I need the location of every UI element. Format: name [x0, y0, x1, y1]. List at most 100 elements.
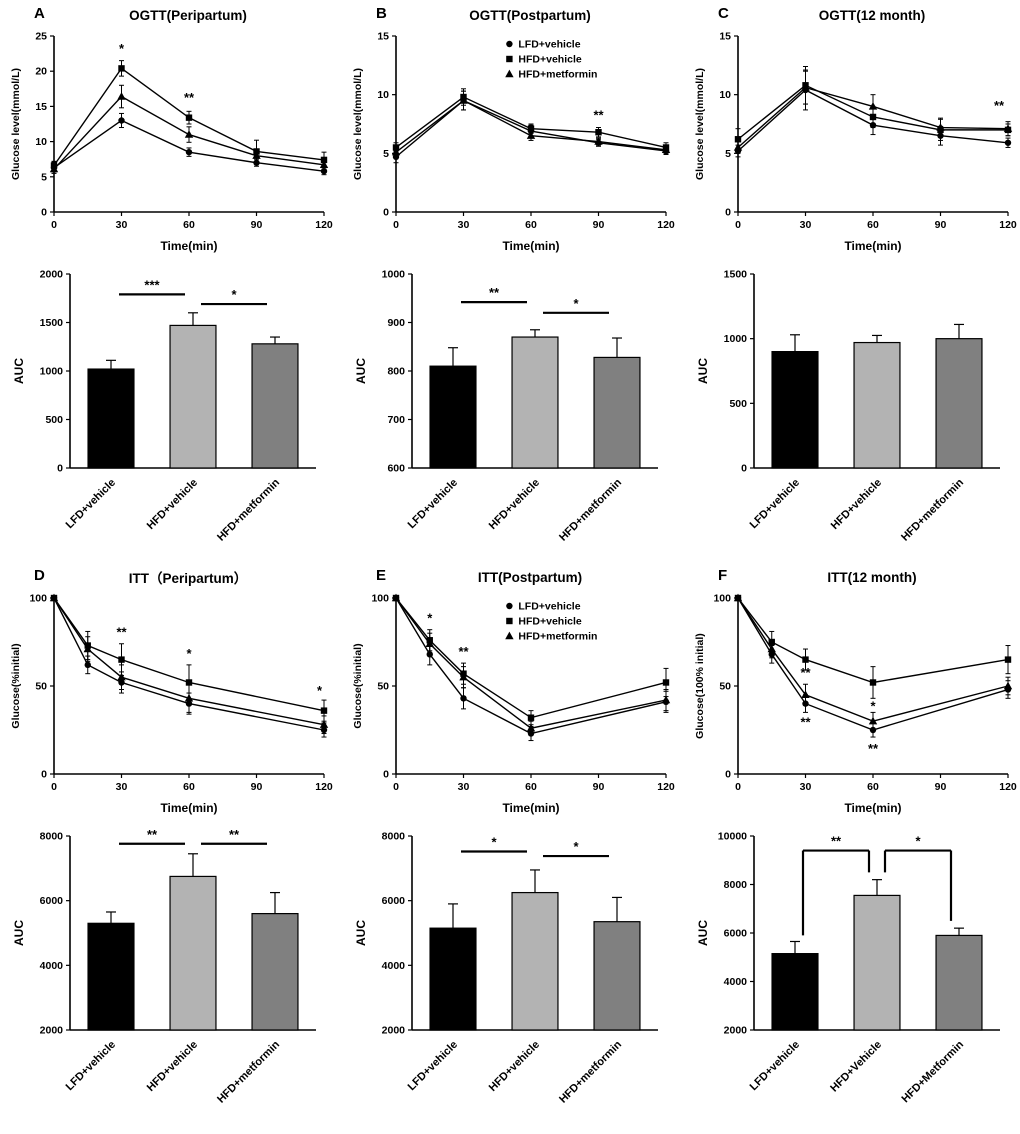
svg-text:*: * [231, 287, 237, 302]
svg-text:30: 30 [116, 781, 128, 793]
svg-text:Glucose(100% initial): Glucose(100% initial) [694, 633, 706, 739]
svg-text:60: 60 [183, 219, 195, 231]
panel-f: F ITT(12 month) 0 30 60 90 120 0 50 100 Time(min… [692, 566, 1020, 1126]
panel-e: E ITT(Postpartum) 0 30 60 90 120 0 50 100 Time(m… [350, 566, 684, 1126]
svg-text:2000: 2000 [40, 269, 64, 281]
svg-text:60: 60 [183, 781, 195, 793]
svg-text:**: ** [593, 107, 604, 122]
svg-text:0: 0 [41, 207, 47, 219]
svg-text:LFD+vehicle: LFD+vehicle [406, 477, 461, 532]
svg-text:30: 30 [800, 781, 812, 793]
panel-a-header: A OGTT(Peripartum) [8, 4, 342, 26]
svg-text:AUC: AUC [12, 920, 26, 946]
line-chart-itt-12month: 0 30 60 90 120 0 50 100 Time(min) Glucose(100% in… [694, 593, 1017, 816]
svg-text:LFD+vehicle: LFD+vehicle [748, 1039, 803, 1094]
svg-text:2000: 2000 [724, 1025, 748, 1037]
svg-text:1500: 1500 [40, 317, 64, 329]
svg-text:HFD+vehicle: HFD+vehicle [518, 54, 581, 66]
svg-text:0: 0 [41, 769, 47, 781]
svg-text:Glucose level(mmol/L): Glucose level(mmol/L) [352, 68, 364, 180]
svg-text:HFD+metformin: HFD+metformin [215, 476, 282, 543]
svg-text:**: ** [147, 827, 158, 842]
svg-text:**: ** [994, 98, 1005, 113]
panel-e-title: ITT(Postpartum) [477, 569, 583, 585]
svg-text:0: 0 [393, 219, 399, 231]
svg-text:10000: 10000 [718, 831, 747, 843]
svg-text:50: 50 [35, 681, 47, 693]
svg-text:4000: 4000 [40, 960, 64, 972]
svg-text:120: 120 [657, 781, 675, 793]
svg-text:1000: 1000 [40, 366, 64, 378]
svg-text:90: 90 [251, 219, 263, 231]
svg-text:*: * [573, 296, 579, 311]
line-chart-itt-postpartum: 0 30 60 90 120 0 50 100 Time(min) Glucose(%initia… [352, 593, 675, 816]
line-chart-ogtt-postpartum: 0 30 60 90 120 0 5 10 15 Time(min) Glucose level(m… [352, 31, 675, 254]
svg-text:0: 0 [725, 769, 731, 781]
svg-text:0: 0 [393, 781, 399, 793]
svg-text:100: 100 [713, 593, 731, 605]
svg-text:Time(min): Time(min) [502, 801, 559, 815]
panel-e-header: E ITT(Postpartum) [350, 566, 684, 588]
svg-text:AUC: AUC [354, 358, 368, 384]
svg-text:*: * [870, 699, 876, 714]
svg-text:HFD+metformin: HFD+metformin [215, 1038, 282, 1105]
svg-text:AUC: AUC [12, 358, 26, 384]
svg-text:10: 10 [35, 136, 47, 148]
svg-text:Time(min): Time(min) [502, 239, 559, 253]
svg-text:800: 800 [387, 366, 405, 378]
svg-text:50: 50 [719, 681, 731, 693]
svg-text:**: ** [184, 90, 195, 105]
svg-text:500: 500 [45, 414, 63, 426]
svg-text:0: 0 [725, 207, 731, 219]
svg-text:4000: 4000 [382, 960, 406, 972]
svg-text:90: 90 [593, 219, 605, 231]
panel-f-title: ITT(12 month) [827, 569, 917, 585]
svg-text:15: 15 [719, 31, 731, 43]
line-chart-ogtt-12month: 0 30 60 90 120 0 5 10 15 Time(min) Glucose level(m… [694, 31, 1017, 254]
svg-text:LFD+vehicle: LFD+vehicle [518, 39, 580, 51]
svg-text:120: 120 [999, 219, 1017, 231]
svg-text:LFD+vehicle: LFD+vehicle [406, 1039, 461, 1094]
bar-chart-auc-ogtt-12month: 0 500 1000 1500 AUC LFD+vehicle HFD+vehicle HFD… [696, 269, 1000, 544]
svg-text:6000: 6000 [40, 895, 64, 907]
svg-text:2000: 2000 [382, 1025, 406, 1037]
svg-text:120: 120 [999, 781, 1017, 793]
panel-a: A OGTT(Peripartum) 0 30 60 90 120 0 5 10 15 20 25 T… [8, 4, 342, 564]
svg-text:120: 120 [315, 219, 333, 231]
svg-text:500: 500 [729, 398, 747, 410]
svg-text:HFD+metformin: HFD+metformin [518, 69, 597, 81]
panel-d-letter: D [34, 567, 45, 584]
bar-chart-auc-itt-postpartum: 2000 4000 6000 8000 AUC LFD+vehicle HFD+vehicl… [354, 831, 658, 1106]
svg-text:5: 5 [725, 148, 731, 160]
svg-text:AUC: AUC [696, 358, 710, 384]
svg-text:Time(min): Time(min) [160, 801, 217, 815]
panel-b: B OGTT(Postpartum) 0 30 60 90 120 0 5 10 15 Time(… [350, 4, 684, 564]
svg-text:**: ** [489, 285, 500, 300]
svg-text:*: * [573, 839, 579, 854]
panel-b-letter: B [376, 5, 387, 22]
panel-d-title: ITT（Peripartum） [128, 571, 248, 586]
svg-text:90: 90 [593, 781, 605, 793]
svg-text:90: 90 [935, 219, 947, 231]
svg-text:**: ** [831, 834, 842, 849]
svg-text:4000: 4000 [724, 976, 748, 988]
svg-text:HFD+vehicle: HFD+vehicle [487, 477, 542, 532]
svg-text:60: 60 [525, 781, 537, 793]
svg-text:Glucose level(mmol/L): Glucose level(mmol/L) [694, 68, 706, 180]
panel-f-header: F ITT(12 month) [692, 566, 1020, 588]
svg-text:0: 0 [735, 219, 741, 231]
panel-b-title: OGTT(Postpartum) [469, 7, 591, 23]
svg-text:900: 900 [387, 317, 405, 329]
svg-text:HFD+vehicle: HFD+vehicle [145, 477, 200, 532]
panel-d: D ITT（Peripartum） 0 30 60 90 120 0 50 100 Time(m… [8, 566, 342, 1126]
panel-c-letter: C [718, 5, 729, 22]
svg-text:15: 15 [377, 31, 389, 43]
svg-text:6000: 6000 [382, 895, 406, 907]
svg-text:8000: 8000 [40, 831, 64, 843]
svg-text:30: 30 [116, 219, 128, 231]
svg-text:AUC: AUC [696, 920, 710, 946]
svg-text:30: 30 [458, 781, 470, 793]
svg-text:Glucose(%initial): Glucose(%initial) [10, 643, 22, 728]
svg-text:5: 5 [41, 171, 47, 183]
